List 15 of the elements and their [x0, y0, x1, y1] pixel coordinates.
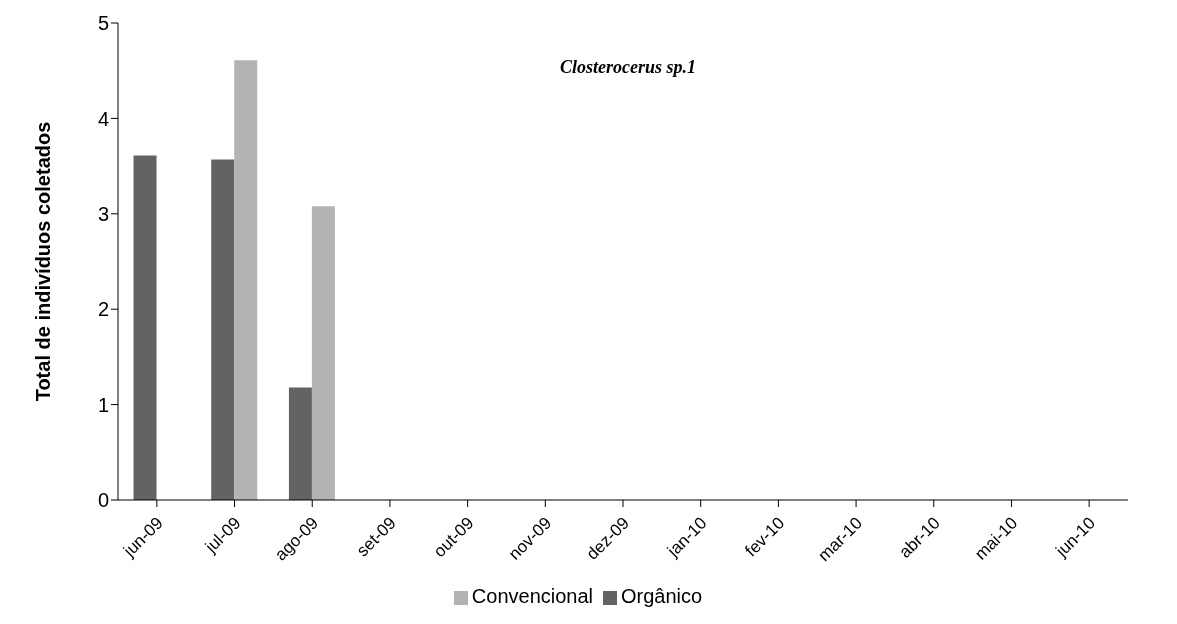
- text: Closterocerus sp.1: [559, 57, 697, 77]
- y-axis-title: Total de indivíduos coletados: [32, 121, 55, 402]
- bar: [288, 387, 312, 500]
- y-tick-label: 1: [97, 393, 109, 416]
- bar: [234, 60, 258, 500]
- bar: [133, 155, 157, 500]
- y-tick-label: 0: [97, 489, 109, 512]
- bar: [311, 206, 335, 500]
- y-tick-label: 5: [97, 12, 109, 35]
- y-tick-label: 3: [97, 202, 109, 225]
- y-tick-label: 4: [97, 107, 109, 130]
- y-tick-label: 2: [97, 298, 109, 321]
- legend-label: Orgânico: [621, 585, 703, 607]
- legend-label: Convencional: [471, 585, 594, 607]
- bar: [211, 159, 235, 500]
